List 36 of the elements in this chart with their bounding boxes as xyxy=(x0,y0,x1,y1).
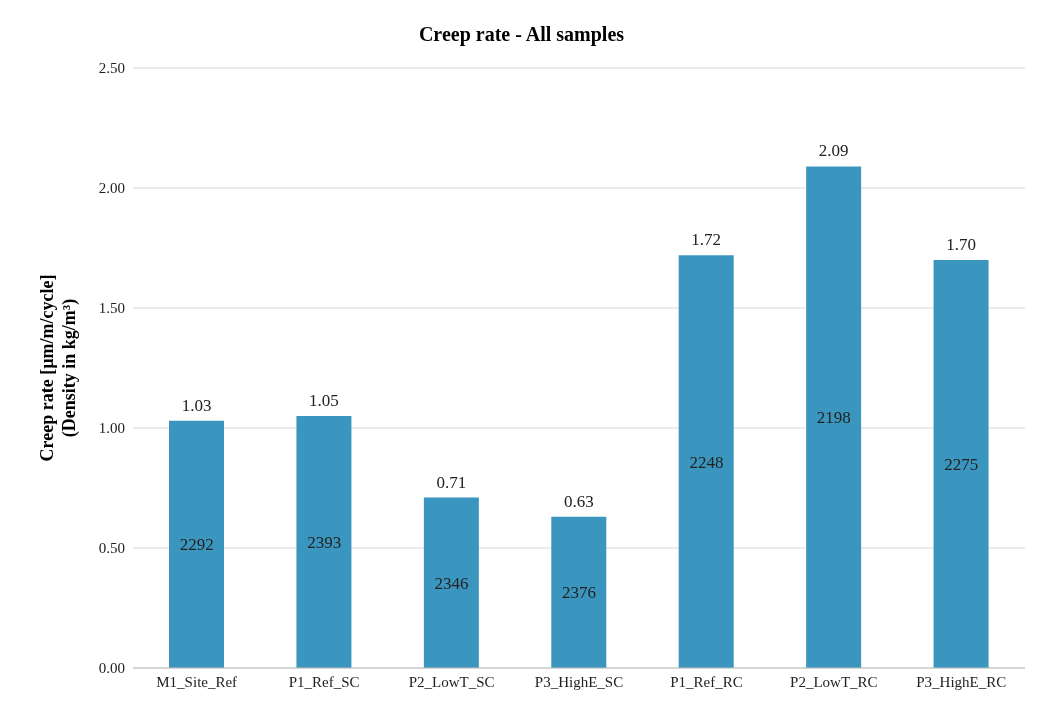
x-tick-label: P3_HighE_RC xyxy=(916,673,1007,690)
bar xyxy=(678,255,734,668)
x-tick-label: P1_Ref_SC xyxy=(288,673,360,690)
bar xyxy=(551,516,607,668)
bar xyxy=(806,166,862,668)
data-label: 1.05 xyxy=(309,391,339,410)
chart-title: Creep rate - All samples xyxy=(417,22,626,48)
data-label: 0.71 xyxy=(436,472,467,492)
y-tick-label: 1.00 xyxy=(98,420,125,437)
annotation: 2275 xyxy=(944,455,979,475)
annotation: 2376 xyxy=(562,583,596,603)
x-tick-label: P1_Ref_RC xyxy=(670,673,743,690)
x-tick-label: P3_HighE_SC xyxy=(534,673,624,690)
y-tick-label: 0.00 xyxy=(98,660,125,677)
data-label: 1.70 xyxy=(946,235,976,254)
y-tick-label: 2.00 xyxy=(98,180,125,197)
data-label: 2.09 xyxy=(818,141,849,161)
data-label: 1.03 xyxy=(181,395,212,415)
data-label: 0.63 xyxy=(563,491,594,511)
bar xyxy=(423,497,479,668)
bar xyxy=(169,420,224,668)
annotation: 2198 xyxy=(816,408,851,428)
annotation: 2393 xyxy=(307,533,342,553)
y-tick-label: 0.50 xyxy=(98,540,125,557)
bar xyxy=(933,260,989,668)
x-tick-label: M1_Site_Ref xyxy=(156,673,238,690)
x-tick-label: P2_LowT_RC xyxy=(790,673,878,690)
bar xyxy=(296,416,352,668)
x-tick-label: P2_LowT_SC xyxy=(408,673,495,690)
annotation: 2248 xyxy=(689,452,724,472)
y-axis-title: Creep rate [µm/m/cycle] (Density in kg/m³) xyxy=(37,274,80,462)
y-tick-label: 1.50 xyxy=(98,300,125,317)
data-label: 1.72 xyxy=(691,230,722,250)
annotation: 2346 xyxy=(434,573,469,593)
annotation: 2292 xyxy=(179,535,214,555)
y-tick-label: 2.50 xyxy=(98,60,125,77)
